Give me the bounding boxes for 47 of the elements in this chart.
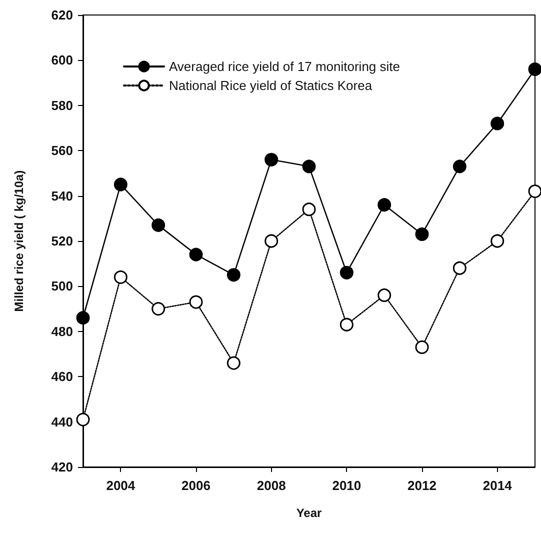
point: [528, 62, 541, 76]
point: [264, 234, 278, 248]
x-tick-label: 2012: [408, 478, 436, 493]
point: [415, 340, 429, 354]
legend-label: Averaged rice yield of 17 monitoring site: [169, 59, 400, 74]
point: [152, 302, 166, 316]
x-tick-label: 2004: [106, 478, 136, 493]
y-tick-label: 460: [51, 369, 73, 384]
point: [302, 202, 316, 216]
y-axis-title: Milled rice yield ( kg/10a): [12, 170, 26, 312]
point: [378, 288, 392, 302]
point: [76, 311, 90, 325]
x-axis-title: Year: [296, 506, 322, 520]
point: [189, 295, 203, 309]
point: [490, 116, 504, 130]
point: [76, 412, 90, 426]
point: [340, 318, 354, 332]
point: [264, 152, 278, 166]
point: [528, 184, 541, 198]
x-tick-label: 2010: [332, 478, 362, 493]
y-tick-label: 480: [51, 324, 73, 339]
point: [490, 234, 504, 248]
y-tick-label: 600: [51, 52, 73, 68]
y-tick-label: 580: [51, 98, 73, 113]
point: [340, 266, 354, 280]
y-tick-label: 440: [51, 414, 73, 430]
y-tick-label: 620: [51, 8, 73, 22]
y-tick-label: 520: [51, 234, 73, 248]
y-tick-label: 560: [51, 143, 73, 158]
point: [378, 198, 392, 212]
y-tick-label: 500: [51, 278, 73, 294]
x-tick-label: 2014: [482, 478, 513, 493]
point: [189, 248, 203, 262]
legend-label: National Rice yield of Statics Korea: [169, 78, 373, 93]
x-tick-label: 2008: [256, 478, 286, 493]
point: [302, 160, 316, 174]
point: [415, 227, 429, 241]
point: [452, 261, 466, 275]
point: [452, 160, 466, 174]
y-tick-label: 420: [51, 460, 73, 474]
point: [226, 356, 240, 370]
point: [152, 218, 166, 232]
point: [114, 178, 128, 192]
point: [114, 270, 128, 284]
x-tick-label: 2006: [182, 478, 210, 493]
point: [226, 268, 240, 282]
y-tick-label: 540: [51, 188, 73, 204]
